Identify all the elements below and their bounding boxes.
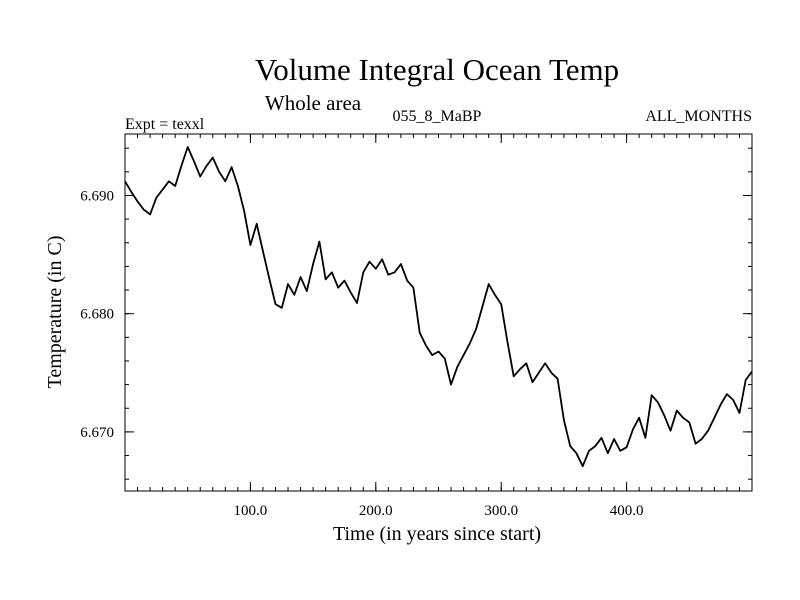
x-tick-labels: 100.0 200.0 300.0 400.0 xyxy=(234,503,644,519)
y-tick-label: 6.670 xyxy=(80,425,114,441)
chart-subtitle: Whole area xyxy=(265,91,362,115)
header-left-label: Expt = texxl xyxy=(125,116,205,133)
y-tick-label: 6.680 xyxy=(80,307,114,323)
y-axis-label: Temperature (in C) xyxy=(44,236,66,389)
x-tick-label: 200.0 xyxy=(359,503,393,519)
plot-frame xyxy=(124,133,753,492)
x-tick-label: 400.0 xyxy=(610,503,644,519)
x-tick-label: 300.0 xyxy=(484,503,518,519)
header-center-label: 055_8_MaBP xyxy=(393,108,482,125)
chart-title: Volume Integral Ocean Temp xyxy=(255,52,619,87)
header-right-label: ALL_MONTHS xyxy=(645,108,752,125)
series-line xyxy=(124,146,753,468)
x-axis-label: Time (in years since start) xyxy=(333,523,541,545)
x-tick-label: 100.0 xyxy=(234,503,268,519)
axis-ticks xyxy=(125,134,752,491)
y-tick-label: 6.690 xyxy=(80,188,114,204)
y-tick-labels: 6.670 6.680 6.690 xyxy=(80,188,114,440)
